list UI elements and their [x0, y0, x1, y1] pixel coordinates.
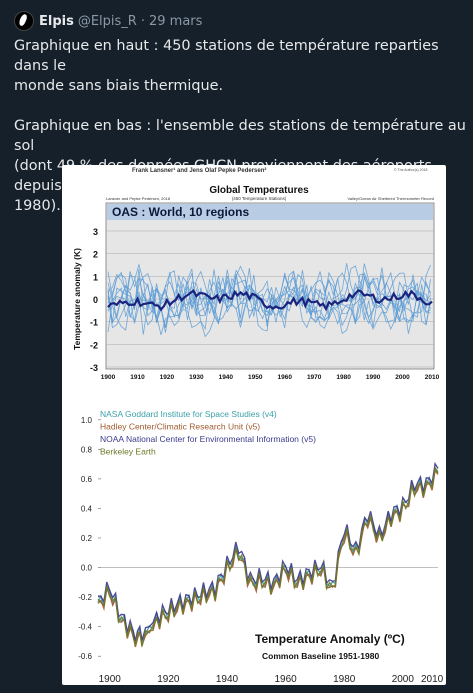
top-x-tick: 1960 — [277, 374, 292, 381]
bottom-y-tick: -0.2 — [78, 593, 92, 602]
top-x-tick: 1950 — [248, 374, 263, 381]
author-handle[interactable]: @Elpis_R — [77, 13, 137, 29]
bottom-chart-subtitle: Common Baseline 1951-1980 — [262, 651, 379, 661]
top-chart-corner-text: © The Author(s) 2018 — [394, 168, 428, 172]
top-y-tick: 2 — [93, 250, 98, 260]
top-y-tick: -1 — [90, 318, 98, 328]
top-world-average-line — [107, 288, 433, 312]
top-y-axis-label: Temperature anomaly (K) — [72, 248, 82, 350]
top-x-tick: 1920 — [160, 374, 175, 381]
bottom-chart: 1.0 0.8 0.6 0.4 0.2 0.0 -0.2 -0.4 -0.6 1900 1920 19… — [78, 405, 444, 685]
top-x-tick: 1970 — [307, 374, 322, 381]
bottom-legend-entry: NASA Goddard Institute for Space Studies… — [100, 409, 277, 419]
top-x-tick: 1910 — [130, 374, 145, 381]
top-chart-right-note: Valley/Ocean Air Sheltered Thermometer R… — [347, 196, 434, 201]
avatar[interactable] — [14, 11, 34, 31]
bottom-legend-entry: Berkeley Earth — [100, 447, 156, 457]
top-x-tick: 1990 — [366, 374, 381, 381]
bottom-chart-title: Temperature Anomaly (ºC) — [255, 632, 405, 646]
bottom-y-tick: -0.6 — [78, 652, 92, 661]
bottom-series-line — [97, 461, 439, 642]
bottom-x-tick: 1980 — [333, 674, 356, 685]
bottom-x-tick: 2000 — [392, 674, 415, 685]
top-regional-series-line — [107, 271, 431, 336]
top-x-tick: 1940 — [219, 374, 234, 381]
tweet-text-line: 1980). — [14, 198, 61, 214]
bottom-y-tick: 1.0 — [81, 416, 93, 425]
top-chart-left-note: Lansner and Pepke Pedersen, 2018 — [106, 196, 171, 201]
top-chart-authors: Frank Lansner¹ and Jens Olaf Pepke Peder… — [132, 167, 266, 174]
top-chart-title: Global Temperatures — [209, 185, 309, 196]
bottom-y-tick: 0.6 — [81, 475, 93, 484]
tweet-header: Elpis @Elpis_R · 29 mars — [14, 10, 202, 32]
bottom-y-tick: 0.2 — [81, 534, 93, 543]
bottom-x-tick: 2010 — [421, 674, 444, 685]
top-y-tick: -2 — [90, 340, 98, 350]
top-banner-label: OAS : World, 10 regions — [112, 205, 249, 219]
top-banner — [107, 204, 433, 220]
bottom-x-tick: 1920 — [157, 674, 180, 685]
top-x-tick: 1930 — [189, 374, 204, 381]
bottom-y-tick: 0.4 — [81, 504, 93, 513]
author-name[interactable]: Elpis — [39, 13, 74, 29]
tweet-text: Graphique en haut : 450 stations de temp… — [14, 36, 466, 216]
bottom-x-tick: 1900 — [99, 674, 122, 685]
bottom-x-tick: 1960 — [274, 674, 297, 685]
top-y-tick: 1 — [93, 272, 98, 282]
tweet-media-image[interactable]: Frank Lansner¹ and Jens Olaf Pepke Peder… — [62, 165, 446, 685]
top-chart: Frank Lansner¹ and Jens Olaf Pepke Peder… — [72, 167, 440, 381]
tweet-text-line: monde sans biais thermique. — [14, 78, 224, 94]
bottom-y-tick: 0.0 — [81, 564, 93, 573]
tweet-date[interactable]: 29 mars — [148, 13, 203, 29]
top-x-tick: 2000 — [395, 374, 410, 381]
separator: · — [140, 13, 145, 29]
top-x-tick: 1980 — [336, 374, 351, 381]
tweet-text-line: Graphique en bas : l'ensemble des statio… — [14, 118, 471, 154]
top-x-tick: 2010 — [425, 374, 440, 381]
bottom-y-tick: -0.4 — [78, 623, 92, 632]
bottom-legend-entry: Hadley Center/Climatic Research Unit (v5… — [100, 422, 260, 432]
bottom-x-tick: 1940 — [216, 674, 239, 685]
bottom-y-tick: 0.8 — [81, 445, 93, 454]
tweet-text-line: Graphique en haut : 450 stations de temp… — [14, 38, 444, 74]
top-regional-series-line — [107, 271, 431, 333]
top-x-tick: 1900 — [101, 374, 116, 381]
top-y-tick: -3 — [90, 363, 98, 373]
bottom-series-line — [97, 465, 439, 647]
top-y-tick: 0 — [93, 295, 98, 305]
top-y-tick: 3 — [93, 227, 98, 237]
top-chart-subtitle: (450 Temperature Stations) — [232, 196, 287, 201]
bottom-legend-entry: NOAA National Center for Environmental I… — [100, 434, 316, 444]
